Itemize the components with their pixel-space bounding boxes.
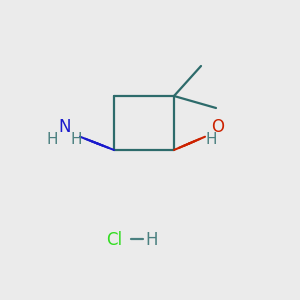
- Text: Cl: Cl: [106, 231, 122, 249]
- Text: H: H: [47, 132, 58, 147]
- Text: H: H: [205, 132, 217, 147]
- Text: H: H: [71, 132, 82, 147]
- Text: H: H: [145, 231, 158, 249]
- Text: N: N: [58, 118, 71, 136]
- Text: O: O: [211, 118, 224, 136]
